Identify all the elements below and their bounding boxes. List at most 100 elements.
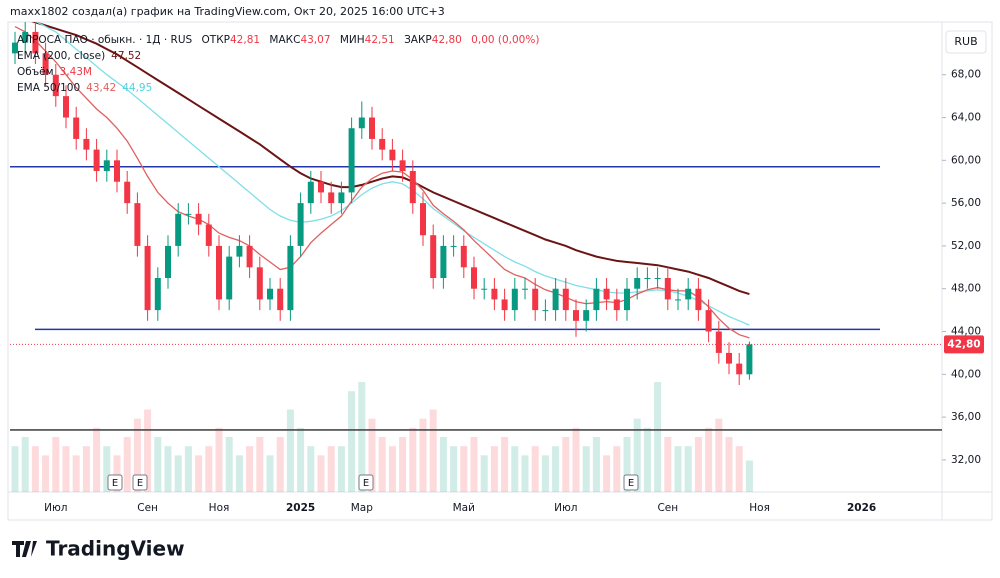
volume-bar xyxy=(276,437,284,492)
candle-body xyxy=(685,288,692,300)
logo: TradingView xyxy=(12,537,185,561)
label: Объём xyxy=(17,66,54,78)
candle-body xyxy=(103,160,110,172)
candle-body xyxy=(114,160,120,182)
earnings-box xyxy=(623,474,639,491)
legend-row: Объём 3,43M xyxy=(17,66,92,78)
candle-body xyxy=(195,213,202,225)
y-tick-label: 64,00 xyxy=(951,112,981,124)
volume-bar xyxy=(195,455,203,492)
volume-bar xyxy=(52,437,60,492)
candle-body xyxy=(624,288,630,311)
label: ЗАКР xyxy=(404,34,432,46)
volume-bar xyxy=(592,437,600,492)
candle-body xyxy=(389,149,396,161)
x-tick-label: Мар xyxy=(351,502,373,514)
value: 47,52 xyxy=(111,50,141,62)
currency[interactable]: RUB xyxy=(954,35,977,48)
last-price-tag xyxy=(944,335,984,354)
candle-body xyxy=(165,245,171,279)
candle-body xyxy=(256,267,263,300)
volume-bar xyxy=(72,455,80,492)
candle-body xyxy=(22,31,29,43)
candle-body xyxy=(307,181,314,204)
candle-body xyxy=(573,310,579,321)
volume-bar xyxy=(480,455,488,492)
value: 42,51 xyxy=(365,34,395,46)
logo-text: TradingView xyxy=(46,537,185,561)
volume-bar xyxy=(164,446,172,492)
candle-body xyxy=(154,278,161,311)
candle-body xyxy=(430,235,437,279)
candle-body xyxy=(226,256,233,300)
volume-bar xyxy=(337,446,345,492)
earnings-box xyxy=(358,474,374,491)
candle-body xyxy=(216,245,222,300)
y-tick-label: 36,00 xyxy=(951,411,981,423)
candle-body xyxy=(297,203,304,246)
volume-bar xyxy=(715,418,723,492)
candle-body xyxy=(593,288,600,311)
volume-bar xyxy=(317,455,325,492)
volume-bar xyxy=(582,446,590,492)
legend-row: EMA 50/100 43,42 44,95 xyxy=(17,82,152,94)
chart-frame xyxy=(7,21,993,521)
volume-bar xyxy=(93,427,101,492)
x-tick-label: 2026 xyxy=(847,502,876,514)
x-tick-label: Сен xyxy=(657,502,678,514)
volume-bar xyxy=(613,446,621,492)
volume-bar xyxy=(501,437,509,492)
volume-bar xyxy=(378,437,386,492)
candle-body xyxy=(93,149,100,172)
candle-body xyxy=(460,245,467,268)
volume-bar xyxy=(684,446,692,492)
candle-body xyxy=(144,245,151,311)
volume-bar xyxy=(286,409,294,492)
y-tick-label: 68,00 xyxy=(951,69,981,81)
volume-bar xyxy=(174,455,182,492)
label: МИН xyxy=(340,34,365,46)
last-price-label: 42,80 xyxy=(947,338,980,350)
currency-button[interactable] xyxy=(945,30,987,54)
volume-bar xyxy=(348,391,356,492)
candle-body xyxy=(32,31,39,54)
candle-body xyxy=(399,160,406,172)
candle-body xyxy=(409,171,416,204)
volume-bar xyxy=(205,446,213,492)
candle-body xyxy=(205,224,212,246)
value: 3,43M xyxy=(60,66,92,78)
volume-bar xyxy=(745,460,753,492)
earnings-marker: E xyxy=(137,478,143,489)
volume-bar xyxy=(409,427,417,492)
volume-bar xyxy=(419,418,427,492)
volume-bar xyxy=(694,437,702,492)
earnings-box xyxy=(107,474,123,491)
candle-body xyxy=(420,203,426,236)
candle-body xyxy=(124,181,131,204)
volume-bar xyxy=(511,446,519,492)
x-tick-label: Июл xyxy=(44,502,67,514)
candle-body xyxy=(542,310,549,312)
volume-bar xyxy=(256,437,264,492)
earnings-marker: E xyxy=(628,478,634,489)
candle-body xyxy=(63,96,69,118)
ema-line xyxy=(31,22,750,296)
volume-bar xyxy=(623,437,631,492)
candle-body xyxy=(73,117,80,139)
x-tick-label: Ноя xyxy=(749,502,770,514)
candle-body xyxy=(267,288,273,300)
candle-body xyxy=(369,117,375,139)
candle-body xyxy=(185,213,192,215)
volume-bar xyxy=(735,446,743,492)
volume-bar xyxy=(521,455,529,492)
legend-row: АЛРОСА ПАО · обыкн. · 1Д · RUS ОТКР42,81… xyxy=(17,34,539,46)
volume-bar xyxy=(307,446,315,492)
volume-bar xyxy=(225,437,233,492)
label: EMA (200, close) xyxy=(17,50,105,62)
volume-bar xyxy=(725,437,733,492)
volume-bar xyxy=(327,446,335,492)
x-tick-label: 2025 xyxy=(286,502,315,514)
candle-body xyxy=(328,192,335,204)
candle-body xyxy=(83,138,90,150)
